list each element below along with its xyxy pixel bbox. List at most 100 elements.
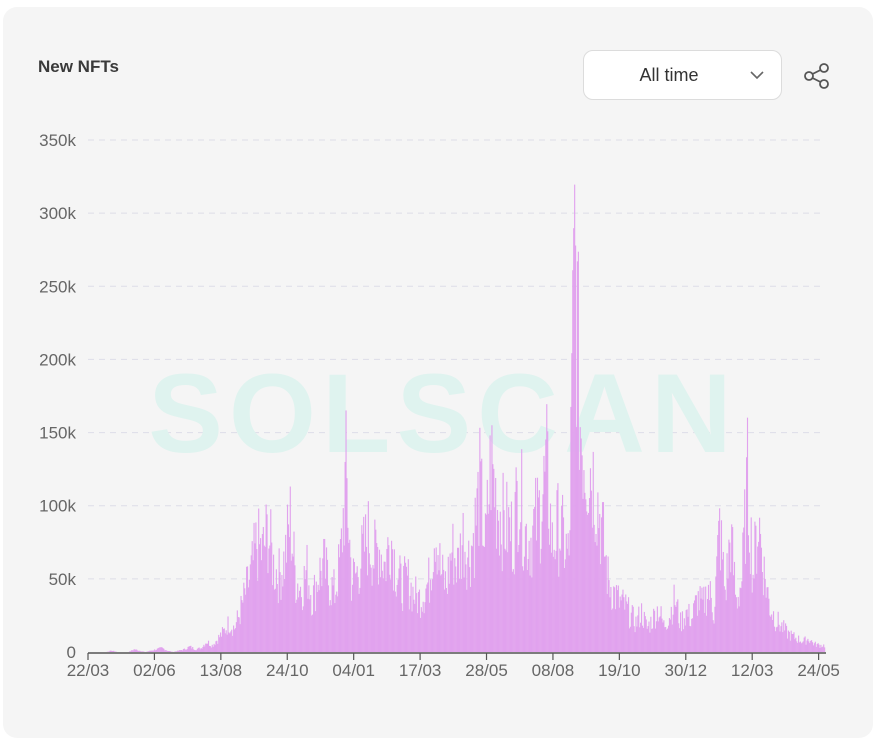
time-range-dropdown[interactable]: All time [583, 50, 782, 100]
bar [225, 630, 227, 652]
bar [221, 627, 224, 652]
bar [654, 610, 656, 652]
bar [163, 648, 165, 652]
bar [605, 555, 607, 652]
bar [423, 613, 425, 652]
bar [333, 569, 335, 652]
bar [820, 644, 822, 652]
bar [717, 535, 719, 652]
bar [553, 549, 555, 652]
bar [178, 650, 180, 652]
bar [250, 555, 252, 652]
bar [730, 572, 732, 652]
bar [667, 628, 669, 652]
bar [161, 647, 163, 652]
bar [406, 575, 408, 652]
bar [389, 574, 391, 652]
bar [525, 523, 527, 652]
bar [114, 651, 116, 652]
bar [620, 600, 622, 652]
bar [281, 575, 283, 652]
bar [791, 633, 793, 652]
bar [625, 594, 627, 652]
bar [353, 561, 355, 652]
bar [483, 546, 486, 652]
bar [253, 522, 255, 652]
bar [387, 537, 389, 652]
bar [539, 563, 541, 652]
bar [188, 646, 190, 652]
bar [743, 527, 745, 652]
bar [759, 517, 761, 652]
bar [241, 600, 243, 652]
bar [159, 647, 161, 652]
bar [594, 542, 596, 652]
bar [777, 611, 779, 652]
bar [781, 622, 783, 652]
bar [498, 555, 500, 652]
share-icon[interactable] [803, 62, 831, 90]
bar [557, 483, 559, 652]
bar [803, 637, 805, 652]
bar [562, 494, 564, 652]
bar [765, 597, 767, 652]
bar [416, 593, 418, 652]
bar [520, 522, 522, 652]
bar [489, 435, 491, 652]
bar [312, 585, 315, 652]
bar [234, 628, 237, 652]
bar [712, 620, 714, 652]
bar [737, 596, 739, 652]
bar [546, 404, 548, 652]
y-tick-label: 0 [67, 643, 76, 662]
bar [141, 651, 144, 652]
bar [698, 610, 700, 652]
bar [454, 558, 456, 652]
bar [714, 606, 716, 652]
bar [536, 477, 539, 652]
bar [251, 541, 253, 652]
bar [130, 650, 132, 652]
bar [237, 617, 239, 652]
bar [112, 650, 114, 652]
bar [336, 591, 338, 652]
bar [595, 533, 597, 652]
bar [566, 548, 568, 652]
bar [719, 508, 721, 652]
chevron-down-icon [750, 71, 764, 80]
bar [421, 611, 423, 652]
bar [512, 569, 514, 652]
bar [643, 611, 645, 652]
bar [424, 602, 426, 652]
bar [701, 587, 703, 652]
bar [326, 559, 329, 652]
bar [708, 600, 710, 652]
bar [344, 461, 346, 652]
bar [392, 590, 395, 652]
bar [179, 650, 181, 652]
bar [746, 417, 749, 652]
bar [228, 632, 230, 652]
bar [462, 512, 464, 652]
bar [675, 606, 677, 652]
bar [299, 590, 301, 652]
bar [641, 625, 644, 652]
bar [204, 646, 206, 652]
bar [639, 627, 641, 652]
bar [764, 578, 766, 652]
bar [665, 626, 667, 652]
bar [354, 573, 356, 652]
bar [239, 624, 241, 652]
bar [404, 562, 407, 652]
bar [212, 646, 214, 652]
y-tick-label: 50k [49, 570, 77, 589]
bar [718, 520, 720, 652]
y-tick-label: 100k [39, 497, 76, 516]
bar [590, 490, 592, 652]
bar [470, 586, 472, 652]
bar [638, 606, 640, 652]
bar [738, 606, 740, 652]
bar [277, 603, 279, 652]
bar [622, 589, 624, 652]
bar [586, 511, 588, 652]
